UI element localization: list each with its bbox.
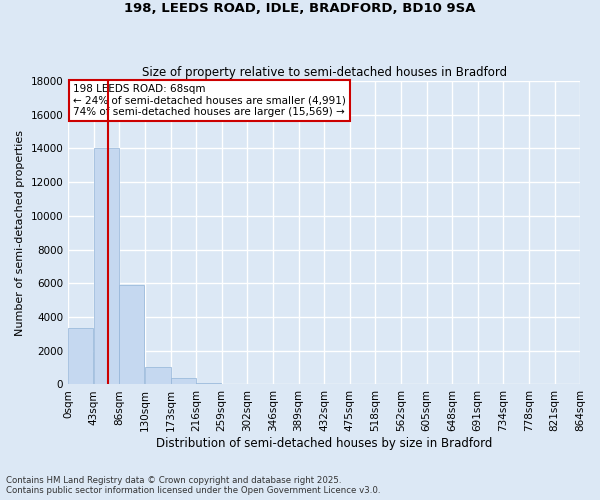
- Bar: [171, 378, 196, 384]
- Text: 198, LEEDS ROAD, IDLE, BRADFORD, BD10 9SA: 198, LEEDS ROAD, IDLE, BRADFORD, BD10 9S…: [124, 2, 476, 16]
- Bar: [145, 367, 170, 384]
- Y-axis label: Number of semi-detached properties: Number of semi-detached properties: [15, 130, 25, 336]
- Bar: [196, 382, 221, 384]
- Bar: [94, 148, 119, 384]
- Text: 198 LEEDS ROAD: 68sqm
← 24% of semi-detached houses are smaller (4,991)
74% of s: 198 LEEDS ROAD: 68sqm ← 24% of semi-deta…: [73, 84, 346, 117]
- Bar: [119, 285, 145, 384]
- Bar: [68, 328, 94, 384]
- Title: Size of property relative to semi-detached houses in Bradford: Size of property relative to semi-detach…: [142, 66, 506, 78]
- Text: Contains HM Land Registry data © Crown copyright and database right 2025.
Contai: Contains HM Land Registry data © Crown c…: [6, 476, 380, 495]
- X-axis label: Distribution of semi-detached houses by size in Bradford: Distribution of semi-detached houses by …: [156, 437, 492, 450]
